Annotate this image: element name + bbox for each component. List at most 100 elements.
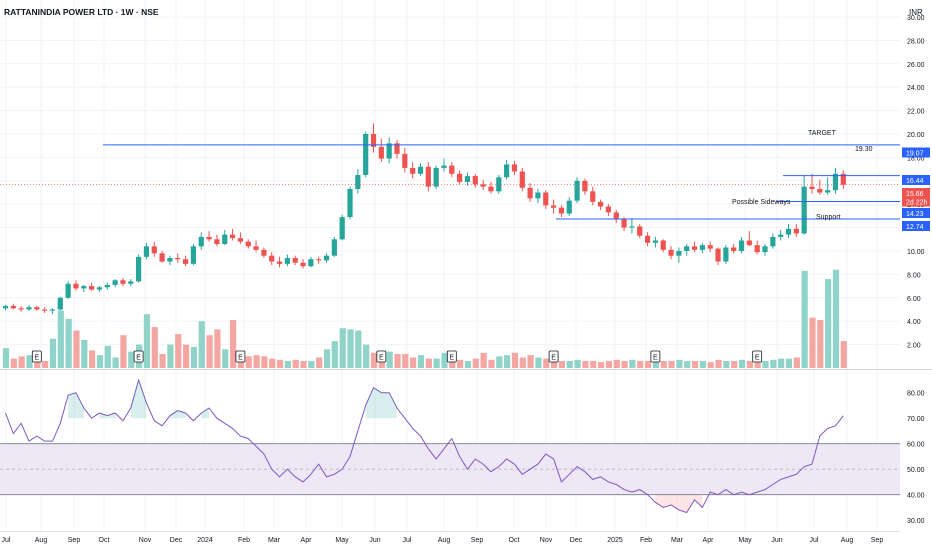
volume-bar bbox=[519, 357, 526, 368]
candle-body bbox=[715, 248, 721, 262]
volume-bar bbox=[754, 360, 761, 368]
earnings-marker[interactable] bbox=[31, 350, 42, 363]
candle-body bbox=[613, 212, 619, 220]
candle-body bbox=[143, 246, 150, 257]
earnings-marker-label: E bbox=[34, 355, 39, 362]
volume-bar bbox=[57, 310, 64, 368]
volume-bar bbox=[49, 338, 57, 368]
volume-bar bbox=[707, 362, 714, 368]
rsi-oversold-fill bbox=[655, 494, 664, 508]
volume-bar bbox=[472, 358, 479, 368]
volume-bar bbox=[629, 359, 636, 368]
rsi-series-line bbox=[5, 378, 844, 514]
time-tick-label: Feb bbox=[640, 537, 652, 544]
candle-body bbox=[151, 246, 157, 254]
candle-body bbox=[574, 180, 580, 201]
candle-body bbox=[104, 284, 110, 288]
rsi-overbought-fill bbox=[389, 392, 397, 419]
volume-bar bbox=[410, 357, 417, 368]
price-badge-label: 14.23 bbox=[906, 211, 924, 218]
time-axis[interactable]: Jul Aug Sep Oct Nov Dec 2024 Feb Mar Apr May Jun Jul… bbox=[2, 537, 884, 544]
volume-bar bbox=[402, 353, 409, 368]
candle-body bbox=[801, 186, 807, 234]
rsi-oversold-fill bbox=[671, 494, 679, 510]
volume-bar bbox=[590, 360, 597, 368]
time-tick-label: Nov bbox=[139, 537, 152, 544]
volume-bar bbox=[73, 330, 80, 368]
price-badge-label: 15.66 bbox=[906, 191, 924, 198]
candle-body bbox=[120, 280, 126, 284]
candle-body bbox=[488, 186, 494, 192]
earnings-marker[interactable] bbox=[133, 350, 144, 363]
volume-bar bbox=[394, 353, 401, 368]
volume-bar bbox=[316, 357, 323, 368]
volume-bar bbox=[840, 341, 847, 368]
volume-bar bbox=[566, 360, 573, 368]
time-tick-label: Sep bbox=[471, 537, 484, 544]
candle-body bbox=[417, 166, 424, 174]
time-tick-label: Aug bbox=[841, 537, 854, 544]
volume-bar bbox=[308, 360, 315, 368]
candle-body bbox=[73, 283, 79, 289]
volume-bar bbox=[582, 360, 589, 368]
candle-body bbox=[746, 240, 752, 246]
candle-body bbox=[253, 246, 259, 250]
candle-body bbox=[637, 226, 643, 236]
candle-body bbox=[167, 258, 173, 262]
time-tick-label: Dec bbox=[170, 537, 183, 544]
candle-body bbox=[316, 259, 322, 261]
time-tick-label: Aug bbox=[438, 537, 451, 544]
volume-bar bbox=[668, 360, 675, 368]
volume-bar bbox=[551, 359, 558, 368]
earnings-marker[interactable] bbox=[446, 350, 457, 363]
candle-body bbox=[543, 192, 549, 206]
earnings-marker[interactable] bbox=[752, 350, 763, 363]
volume-bar bbox=[229, 320, 237, 368]
price-tick-label: 6.00 bbox=[907, 296, 921, 303]
volume-bar bbox=[504, 355, 511, 368]
earnings-marker[interactable] bbox=[650, 350, 661, 363]
earnings-marker[interactable] bbox=[235, 350, 246, 363]
rsi-oversold-fill bbox=[694, 494, 703, 508]
candle-body bbox=[754, 245, 760, 253]
candle-body bbox=[182, 259, 189, 264]
time-tick-label: Oct bbox=[509, 537, 520, 544]
volume-bar bbox=[770, 359, 777, 368]
volume-bar bbox=[261, 356, 268, 368]
volume-bar bbox=[597, 362, 605, 368]
candle-body bbox=[81, 286, 87, 289]
volume-bar bbox=[386, 351, 393, 368]
volume-bar bbox=[488, 359, 495, 368]
price-tick-label: 24.00 bbox=[907, 85, 925, 92]
volume-bar bbox=[26, 355, 33, 368]
candle-body bbox=[457, 173, 463, 182]
candle-body bbox=[363, 134, 369, 175]
candle-body bbox=[214, 239, 220, 244]
candle-body bbox=[480, 184, 486, 187]
earnings-marker[interactable] bbox=[548, 350, 559, 363]
price-tick-label: 18.00 bbox=[907, 155, 925, 162]
time-tick-label: Jun bbox=[369, 537, 380, 544]
volume-bar bbox=[691, 360, 699, 368]
rsi-axis[interactable]: 30.00 40.00 50.00 60.00 70.00 80.00 bbox=[907, 391, 925, 526]
volume-bar bbox=[65, 318, 72, 368]
earnings-marker[interactable] bbox=[376, 350, 387, 363]
volume-bar bbox=[511, 352, 519, 368]
volume-bar bbox=[198, 321, 205, 368]
volume-bars bbox=[2, 269, 847, 368]
candle-body bbox=[707, 245, 713, 249]
candle-body bbox=[136, 256, 142, 282]
volume-bar bbox=[269, 358, 276, 368]
volume-bar bbox=[801, 270, 808, 368]
candle-body bbox=[582, 180, 588, 192]
time-tick-label: Feb bbox=[238, 537, 250, 544]
volume-bar bbox=[339, 328, 346, 368]
horizontal-levels[interactable] bbox=[0, 144, 900, 220]
time-tick-label: Apr bbox=[301, 537, 313, 544]
candle-body bbox=[496, 177, 502, 192]
candle-body bbox=[519, 171, 525, 188]
candle-body bbox=[245, 241, 251, 247]
earnings-marker-label: E bbox=[755, 355, 760, 362]
